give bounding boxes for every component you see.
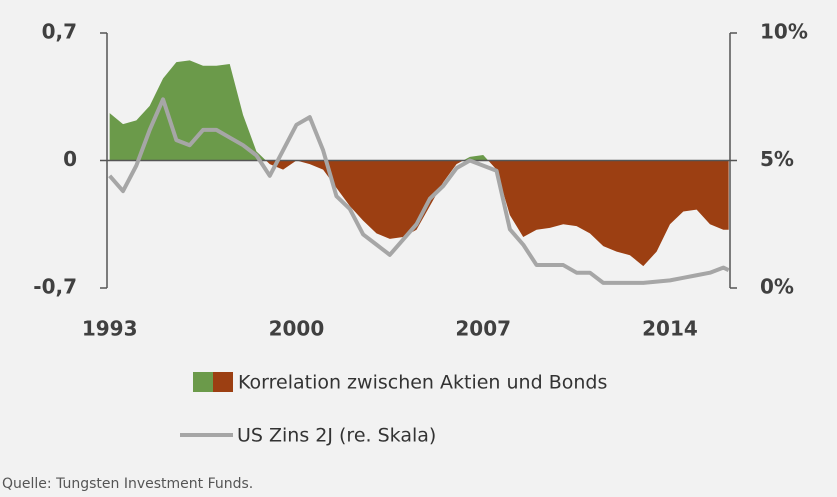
source: Quelle: Tungsten Investment Funds.	[2, 476, 253, 492]
x-tick-label: 2000	[269, 317, 325, 341]
legend-swatch-positive	[193, 372, 213, 392]
legend-swatch-negative	[213, 372, 233, 392]
y-tick-label: 0,7	[42, 20, 77, 44]
x-tick-label: 1993	[82, 317, 138, 341]
y2-tick-label: 0%	[760, 275, 794, 299]
y2-tick-label: 10%	[760, 20, 808, 44]
y-tick-label: -0,7	[33, 275, 77, 299]
x-tick-label: 2007	[455, 317, 511, 341]
y2-tick-label: 5%	[760, 147, 794, 171]
x-tick-label: 2014	[642, 317, 698, 341]
correlation-area	[109, 60, 729, 267]
rate-line	[108, 97, 730, 285]
legend-label: US Zins 2J (re. Skala)	[237, 425, 436, 447]
y-tick-label: 0	[63, 147, 77, 171]
legend-label: Korrelation zwischen Aktien und Bonds	[238, 372, 607, 394]
